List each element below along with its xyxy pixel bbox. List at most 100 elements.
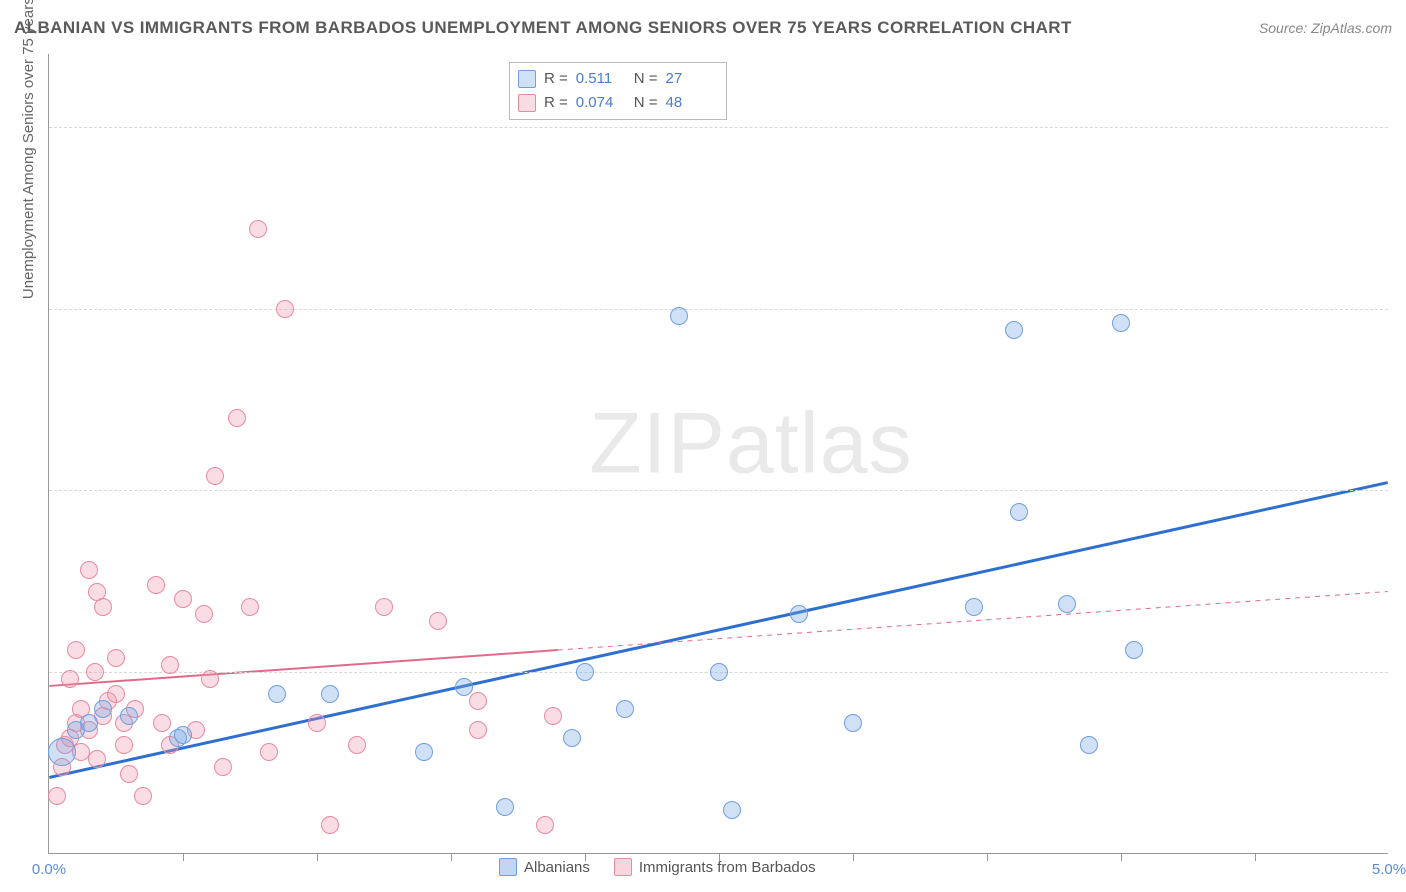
data-point [276,300,294,318]
stats-legend: R = 0.511 N = 27 R = 0.074 N = 48 [509,62,727,120]
data-point [48,787,66,805]
plot-area: ZIPatlas R =0.511N =27R =0.074N =48 Alba… [48,54,1388,854]
stat-r-value: 0.074 [576,91,626,115]
data-point [249,220,267,238]
data-point [415,743,433,761]
data-point [1080,736,1098,754]
data-point [206,467,224,485]
stat-r-value: 0.511 [576,67,626,91]
data-point [115,736,133,754]
x-tick [853,853,854,861]
data-point [544,707,562,725]
data-point [214,758,232,776]
x-tick [1255,853,1256,861]
legend-item: Albanians [499,858,590,876]
data-point [1010,503,1028,521]
data-point [965,598,983,616]
y-tick-label: 25.0% [1393,482,1406,499]
data-point [670,307,688,325]
legend-label: Immigrants from Barbados [639,859,816,876]
stat-r-label: R = [544,67,568,91]
stats-row: R = 0.511 N = 27 [518,67,716,91]
legend-item: Immigrants from Barbados [614,858,816,876]
data-point [94,598,112,616]
data-point [576,663,594,681]
data-point [260,743,278,761]
stat-r-label: R = [544,91,568,115]
data-point [174,590,192,608]
data-point [120,765,138,783]
data-point [723,801,741,819]
y-tick-label: 37.5% [1393,300,1406,317]
trend-lines-svg [49,54,1388,853]
data-point [80,714,98,732]
x-tick [719,853,720,861]
data-point [48,738,76,766]
legend-swatch [499,858,517,876]
data-point [496,798,514,816]
data-point [107,685,125,703]
stat-n-label: N = [634,91,658,115]
data-point [1005,321,1023,339]
trend-line [49,650,558,686]
watermark: ZIPatlas [589,394,912,493]
legend-label: Albanians [524,859,590,876]
legend-swatch [518,94,536,112]
data-point [375,598,393,616]
gridline-h [49,127,1388,128]
gridline-h [49,309,1388,310]
x-tick [451,853,452,861]
data-point [268,685,286,703]
data-point [161,656,179,674]
data-point [80,561,98,579]
legend-swatch [614,858,632,876]
data-point [308,714,326,732]
stat-n-value: 27 [666,67,716,91]
x-tick-label: 5.0% [1372,861,1406,878]
data-point [67,641,85,659]
data-point [616,700,634,718]
x-tick [183,853,184,861]
data-point [844,714,862,732]
data-point [201,670,219,688]
stat-n-value: 48 [666,91,716,115]
data-point [88,750,106,768]
stat-n-label: N = [634,67,658,91]
data-point [321,685,339,703]
x-tick [1121,853,1122,861]
data-point [790,605,808,623]
y-axis-label: Unemployment Among Seniors over 75 years [20,0,37,299]
gridline-h [49,490,1388,491]
x-tick [317,853,318,861]
data-point [241,598,259,616]
watermark-zip: ZIP [589,395,726,491]
data-point [536,816,554,834]
title-bar: ALBANIAN VS IMMIGRANTS FROM BARBADOS UNE… [14,18,1392,38]
data-point [94,700,112,718]
data-point [469,721,487,739]
data-point [455,678,473,696]
data-point [1125,641,1143,659]
data-point [710,663,728,681]
data-point [1058,595,1076,613]
data-point [321,816,339,834]
data-point [174,726,192,744]
data-point [429,612,447,630]
stats-row: R = 0.074 N = 48 [518,91,716,115]
y-tick-label: 12.5% [1393,664,1406,681]
series-legend: Albanians Immigrants from Barbados [499,858,816,876]
data-point [86,663,104,681]
data-point [147,576,165,594]
data-point [348,736,366,754]
data-point [563,729,581,747]
y-tick-label: 50.0% [1393,118,1406,135]
data-point [469,692,487,710]
x-tick [585,853,586,861]
data-point [1112,314,1130,332]
data-point [195,605,213,623]
data-point [61,670,79,688]
data-point [134,787,152,805]
x-tick [987,853,988,861]
trend-line [49,483,1387,778]
data-point [228,409,246,427]
